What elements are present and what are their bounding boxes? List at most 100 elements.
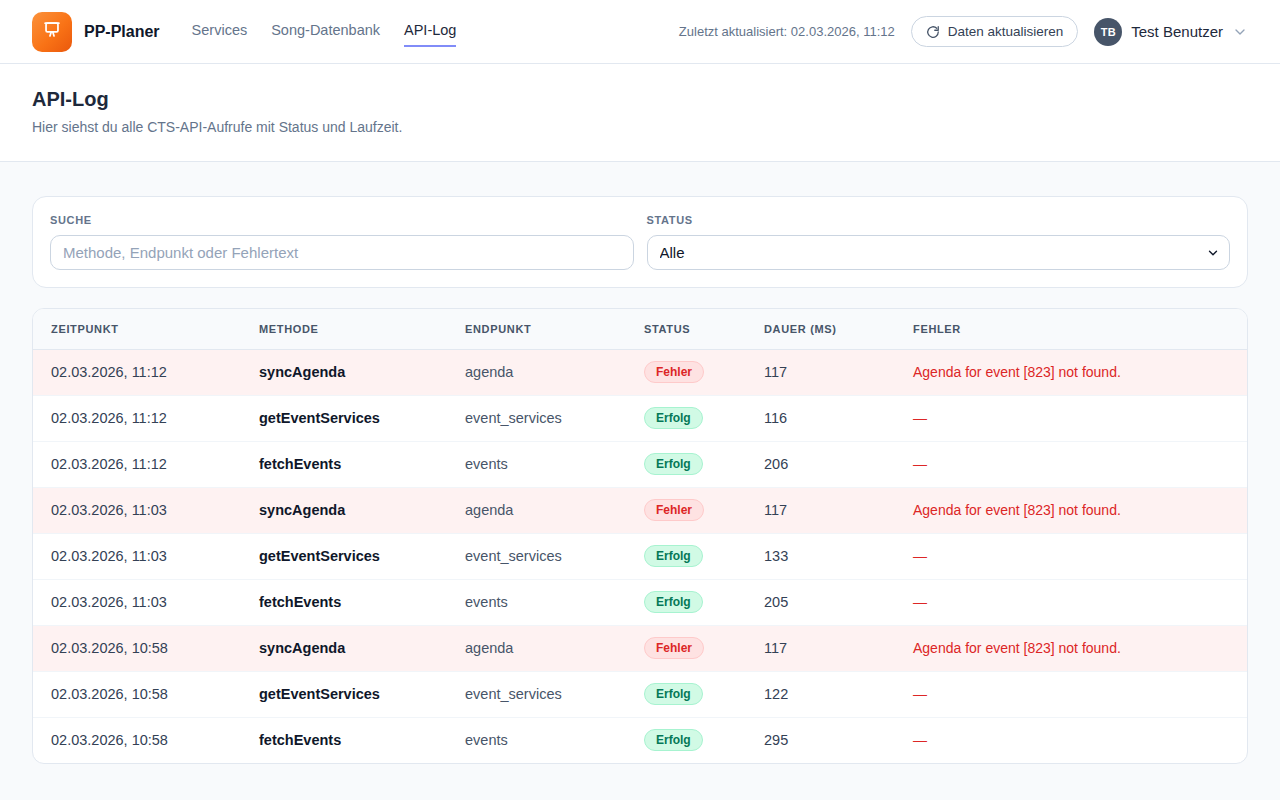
page-subtitle: Hier siehst du alle CTS-API-Aufrufe mit … <box>32 119 1248 135</box>
cell-methode: fetchEvents <box>241 441 447 487</box>
cell-zeitpunkt: 02.03.2026, 11:12 <box>33 441 241 487</box>
app-logo <box>32 12 72 52</box>
status-filter: STATUS Alle <box>647 214 1231 270</box>
cell-dauer: 117 <box>746 487 895 533</box>
cell-zeitpunkt: 02.03.2026, 10:58 <box>33 625 241 671</box>
cell-endpunkt: events <box>447 717 626 763</box>
cell-fehler: — <box>895 395 1247 441</box>
cell-dauer: 133 <box>746 533 895 579</box>
cell-endpunkt: agenda <box>447 625 626 671</box>
cell-fehler: — <box>895 441 1247 487</box>
page-title: API-Log <box>32 88 1248 111</box>
cell-status: Erfolg <box>626 717 746 763</box>
search-label: SUCHE <box>50 214 634 226</box>
user-menu[interactable]: TB Test Benutzer <box>1094 18 1248 46</box>
cell-status: Fehler <box>626 625 746 671</box>
cell-dauer: 116 <box>746 395 895 441</box>
cell-zeitpunkt: 02.03.2026, 10:58 <box>33 671 241 717</box>
user-name: Test Benutzer <box>1131 23 1223 40</box>
chevron-down-icon <box>1232 24 1248 40</box>
cell-dauer: 117 <box>746 625 895 671</box>
refresh-icon <box>926 25 940 39</box>
presentation-board-icon <box>41 19 63 45</box>
nav-item-api-log[interactable]: API-Log <box>404 16 456 47</box>
cell-endpunkt: events <box>447 441 626 487</box>
status-badge: Erfolg <box>644 407 703 429</box>
table-row: 02.03.2026, 11:03 getEventServices event… <box>33 533 1247 579</box>
table-row: 02.03.2026, 11:03 syncAgenda agenda Fehl… <box>33 487 1247 533</box>
nav-item-services[interactable]: Services <box>192 16 248 47</box>
column-header-zeitpunkt: ZEITPUNKT <box>33 309 241 349</box>
api-log-table: ZEITPUNKT METHODE ENDPUNKT STATUS DAUER … <box>33 309 1247 763</box>
cell-status: Fehler <box>626 349 746 395</box>
cell-methode: fetchEvents <box>241 579 447 625</box>
search-input[interactable] <box>50 235 634 270</box>
status-badge: Erfolg <box>644 683 703 705</box>
search-filter: SUCHE <box>50 214 634 270</box>
cell-status: Erfolg <box>626 579 746 625</box>
status-badge: Fehler <box>644 637 704 659</box>
api-log-table-card: ZEITPUNKT METHODE ENDPUNKT STATUS DAUER … <box>32 308 1248 764</box>
avatar: TB <box>1094 18 1122 46</box>
cell-zeitpunkt: 02.03.2026, 11:12 <box>33 349 241 395</box>
cell-dauer: 206 <box>746 441 895 487</box>
column-header-dauer: DAUER (MS) <box>746 309 895 349</box>
cell-methode: syncAgenda <box>241 625 447 671</box>
cell-endpunkt: agenda <box>447 487 626 533</box>
table-row: 02.03.2026, 10:58 fetchEvents events Erf… <box>33 717 1247 763</box>
cell-zeitpunkt: 02.03.2026, 11:12 <box>33 395 241 441</box>
cell-dauer: 295 <box>746 717 895 763</box>
status-badge: Erfolg <box>644 453 703 475</box>
main-nav: Services Song-Datenbank API-Log <box>192 16 457 47</box>
cell-endpunkt: event_services <box>447 533 626 579</box>
column-header-methode: METHODE <box>241 309 447 349</box>
table-row: 02.03.2026, 11:03 fetchEvents events Erf… <box>33 579 1247 625</box>
cell-zeitpunkt: 02.03.2026, 11:03 <box>33 579 241 625</box>
cell-endpunkt: events <box>447 579 626 625</box>
cell-zeitpunkt: 02.03.2026, 10:58 <box>33 717 241 763</box>
column-header-fehler: FEHLER <box>895 309 1247 349</box>
cell-zeitpunkt: 02.03.2026, 11:03 <box>33 533 241 579</box>
cell-methode: getEventServices <box>241 395 447 441</box>
table-row: 02.03.2026, 11:12 fetchEvents events Erf… <box>33 441 1247 487</box>
status-select[interactable]: Alle <box>647 235 1231 270</box>
cell-methode: syncAgenda <box>241 349 447 395</box>
last-updated-text: Zuletzt aktualisiert: 02.03.2026, 11:12 <box>679 24 895 39</box>
cell-zeitpunkt: 02.03.2026, 11:03 <box>33 487 241 533</box>
nav-item-song-datenbank[interactable]: Song-Datenbank <box>271 16 380 47</box>
table-row: 02.03.2026, 11:12 syncAgenda agenda Fehl… <box>33 349 1247 395</box>
brand: PP-Planer <box>32 12 160 52</box>
cell-fehler: Agenda for event [823] not found. <box>895 487 1247 533</box>
cell-status: Erfolg <box>626 671 746 717</box>
cell-dauer: 117 <box>746 349 895 395</box>
status-badge: Erfolg <box>644 545 703 567</box>
cell-methode: getEventServices <box>241 533 447 579</box>
column-header-status: STATUS <box>626 309 746 349</box>
cell-status: Erfolg <box>626 533 746 579</box>
cell-endpunkt: event_services <box>447 671 626 717</box>
brand-name: PP-Planer <box>84 23 160 41</box>
status-badge: Fehler <box>644 499 704 521</box>
cell-fehler: — <box>895 533 1247 579</box>
cell-status: Erfolg <box>626 395 746 441</box>
status-label: STATUS <box>647 214 1231 226</box>
cell-methode: getEventServices <box>241 671 447 717</box>
topbar-right: Zuletzt aktualisiert: 02.03.2026, 11:12 … <box>679 16 1248 47</box>
refresh-data-button[interactable]: Daten aktualisieren <box>911 16 1079 47</box>
status-badge: Fehler <box>644 361 704 383</box>
cell-endpunkt: event_services <box>447 395 626 441</box>
cell-dauer: 205 <box>746 579 895 625</box>
refresh-button-label: Daten aktualisieren <box>948 24 1064 39</box>
filter-card: SUCHE STATUS Alle <box>32 196 1248 288</box>
cell-dauer: 122 <box>746 671 895 717</box>
table-row: 02.03.2026, 10:58 getEventServices event… <box>33 671 1247 717</box>
cell-fehler: Agenda for event [823] not found. <box>895 349 1247 395</box>
cell-status: Fehler <box>626 487 746 533</box>
page-header: API-Log Hier siehst du alle CTS-API-Aufr… <box>0 64 1280 162</box>
top-navigation-bar: PP-Planer Services Song-Datenbank API-Lo… <box>0 0 1280 64</box>
status-badge: Erfolg <box>644 591 703 613</box>
cell-fehler: — <box>895 717 1247 763</box>
column-header-endpunkt: ENDPUNKT <box>447 309 626 349</box>
cell-fehler: — <box>895 579 1247 625</box>
table-header-row: ZEITPUNKT METHODE ENDPUNKT STATUS DAUER … <box>33 309 1247 349</box>
